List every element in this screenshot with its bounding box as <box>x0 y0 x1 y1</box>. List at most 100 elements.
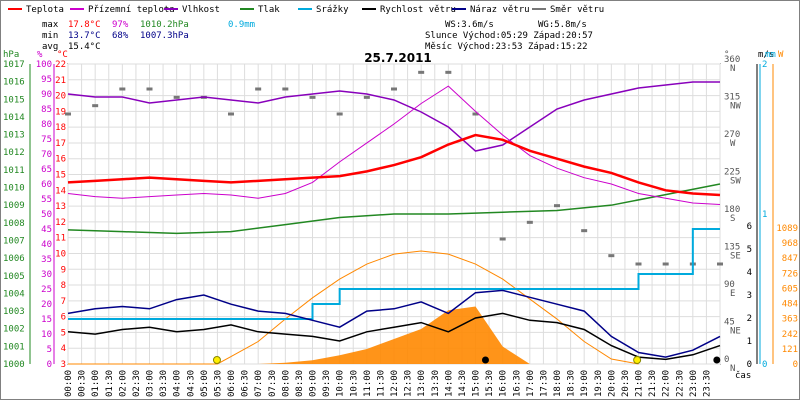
x-tick-label: 19:00 <box>580 370 590 397</box>
mm-tick-label: 2 <box>762 60 767 70</box>
legend-label: Směr větru <box>550 5 604 15</box>
hpa-tick-label: 1016 <box>3 78 25 88</box>
unit-hpa: hPa <box>3 50 19 60</box>
unit-mm: mm <box>765 50 776 60</box>
x-tick-label: 04:00 <box>173 370 183 397</box>
stats-panel: max 17.8°C 97% 1010.2hPa 0.9mm min 13.7°… <box>42 20 593 52</box>
hpa-tick-label: 1004 <box>3 289 25 299</box>
x-tick-label: 12:30 <box>404 370 414 397</box>
x-tick-label: 14:00 <box>444 370 454 397</box>
x-tick-label: 06:30 <box>241 370 251 397</box>
x-tick-label: 03:00 <box>146 370 156 397</box>
solar-measured-area <box>68 306 720 364</box>
sun-marker <box>212 356 221 364</box>
max-label: max <box>42 20 59 30</box>
wind-direction-point <box>717 262 723 266</box>
x-tick-label: 01:30 <box>105 370 115 397</box>
unit-degc: °C <box>57 50 68 60</box>
rain-line <box>68 228 720 320</box>
wind-speed-stat: WS:3.6m/s <box>445 20 494 30</box>
pct-tick-label: 80 <box>41 120 52 130</box>
wind-direction-point <box>65 112 71 116</box>
max-temp: 17.8°C <box>68 20 101 30</box>
x-tick-label: 15:30 <box>485 370 495 397</box>
pct-tick-label: 90 <box>41 90 52 100</box>
hpa-tick-label: 1014 <box>3 113 25 123</box>
hpa-tick-label: 1003 <box>3 307 25 317</box>
ms-tick-label: 2 <box>747 314 752 324</box>
w-tick-label: 121 <box>782 345 798 355</box>
wind-gust-stat: WG:5.8m/s <box>538 20 587 30</box>
dir-compass-label: N <box>730 64 735 74</box>
unit-ms: m/s <box>758 50 774 60</box>
dir-compass-label: S <box>730 214 735 224</box>
pct-tick-label: 15 <box>41 315 52 325</box>
x-tick-label: 18:30 <box>567 370 577 397</box>
unit-deg: ° <box>724 50 729 60</box>
x-tick-label: 21:30 <box>648 370 658 397</box>
hpa-tick-label: 1015 <box>3 95 25 105</box>
hpa-tick-label: 1008 <box>3 219 25 229</box>
hpa-tick-label: 1001 <box>3 342 25 352</box>
x-tick-label: 19:30 <box>594 370 604 397</box>
hpa-tick-label: 1002 <box>3 325 25 335</box>
max-press: 1010.2hPa <box>140 20 189 30</box>
dir-compass-label: NE <box>730 327 741 337</box>
degc-tick-label: 8 <box>61 281 66 291</box>
w-tick-label: 363 <box>782 315 798 325</box>
x-tick-label: 18:00 <box>553 370 563 397</box>
x-tick-label: 02:30 <box>132 370 142 397</box>
x-tick-label: 16:30 <box>512 370 522 397</box>
pct-tick-label: 65 <box>41 165 52 175</box>
pct-tick-label: 55 <box>41 195 52 205</box>
x-tick-label: 15:00 <box>472 370 482 397</box>
unit-w: W <box>778 50 784 60</box>
min-label: min <box>42 31 58 41</box>
hpa-tick-label: 1010 <box>3 184 25 194</box>
degc-tick-label: 16 <box>55 155 66 165</box>
pressure-line <box>67 183 721 235</box>
wind-direction-point <box>146 87 153 91</box>
humidity-line <box>67 81 720 152</box>
x-tick-label: 20:00 <box>607 370 617 397</box>
wind-direction-point <box>554 204 560 208</box>
plot-area <box>65 70 723 365</box>
legend-label: Srážky <box>316 5 349 15</box>
unit-pct: % <box>37 50 43 60</box>
pct-tick-label: 40 <box>41 240 52 250</box>
dir-compass-label: W <box>730 139 736 149</box>
wind-direction-point <box>119 87 126 91</box>
moon-times: Měsíc Východ:23:53 Západ:15:22 <box>425 42 588 52</box>
moon-marker <box>713 356 721 364</box>
x-tick-label: 07:00 <box>254 370 264 397</box>
wind-direction-point <box>228 112 234 116</box>
x-tick-label: 10:00 <box>336 370 346 397</box>
x-tick-label: 00:30 <box>78 370 88 397</box>
wind-direction-point <box>391 87 397 91</box>
pct-tick-label: 85 <box>41 105 52 115</box>
hpa-tick-label: 1006 <box>3 254 25 264</box>
wind-direction-point <box>282 87 289 91</box>
degc-tick-label: 13 <box>55 202 66 212</box>
pct-tick-label: 20 <box>41 300 52 310</box>
w-tick-label: 0 <box>793 360 798 370</box>
wind-direction-point <box>499 237 506 241</box>
pct-tick-label: 95 <box>41 75 52 85</box>
degc-tick-label: 15 <box>55 171 66 181</box>
x-axis-label: čas <box>735 370 751 381</box>
hpa-tick-label: 1009 <box>3 201 25 211</box>
degc-tick-label: 11 <box>55 234 66 244</box>
ms-tick-label: 1 <box>747 337 752 347</box>
dir-compass-label: SW <box>730 177 741 187</box>
axis-units: hPa % °C ° m/s mm W čas <box>3 50 784 381</box>
dir-tick-label: 90 <box>724 280 735 290</box>
wind-speed-line <box>67 312 721 361</box>
hpa-tick-label: 1007 <box>3 236 25 246</box>
degc-tick-label: 19 <box>55 107 66 117</box>
x-tick-label: 13:00 <box>417 370 427 397</box>
dir-tick-label: 315 <box>724 93 740 103</box>
ms-tick-label: 4 <box>747 268 752 278</box>
wind-direction-point <box>363 95 370 99</box>
degc-tick-label: 12 <box>55 218 66 228</box>
ms-tick-label: 0 <box>747 360 752 370</box>
